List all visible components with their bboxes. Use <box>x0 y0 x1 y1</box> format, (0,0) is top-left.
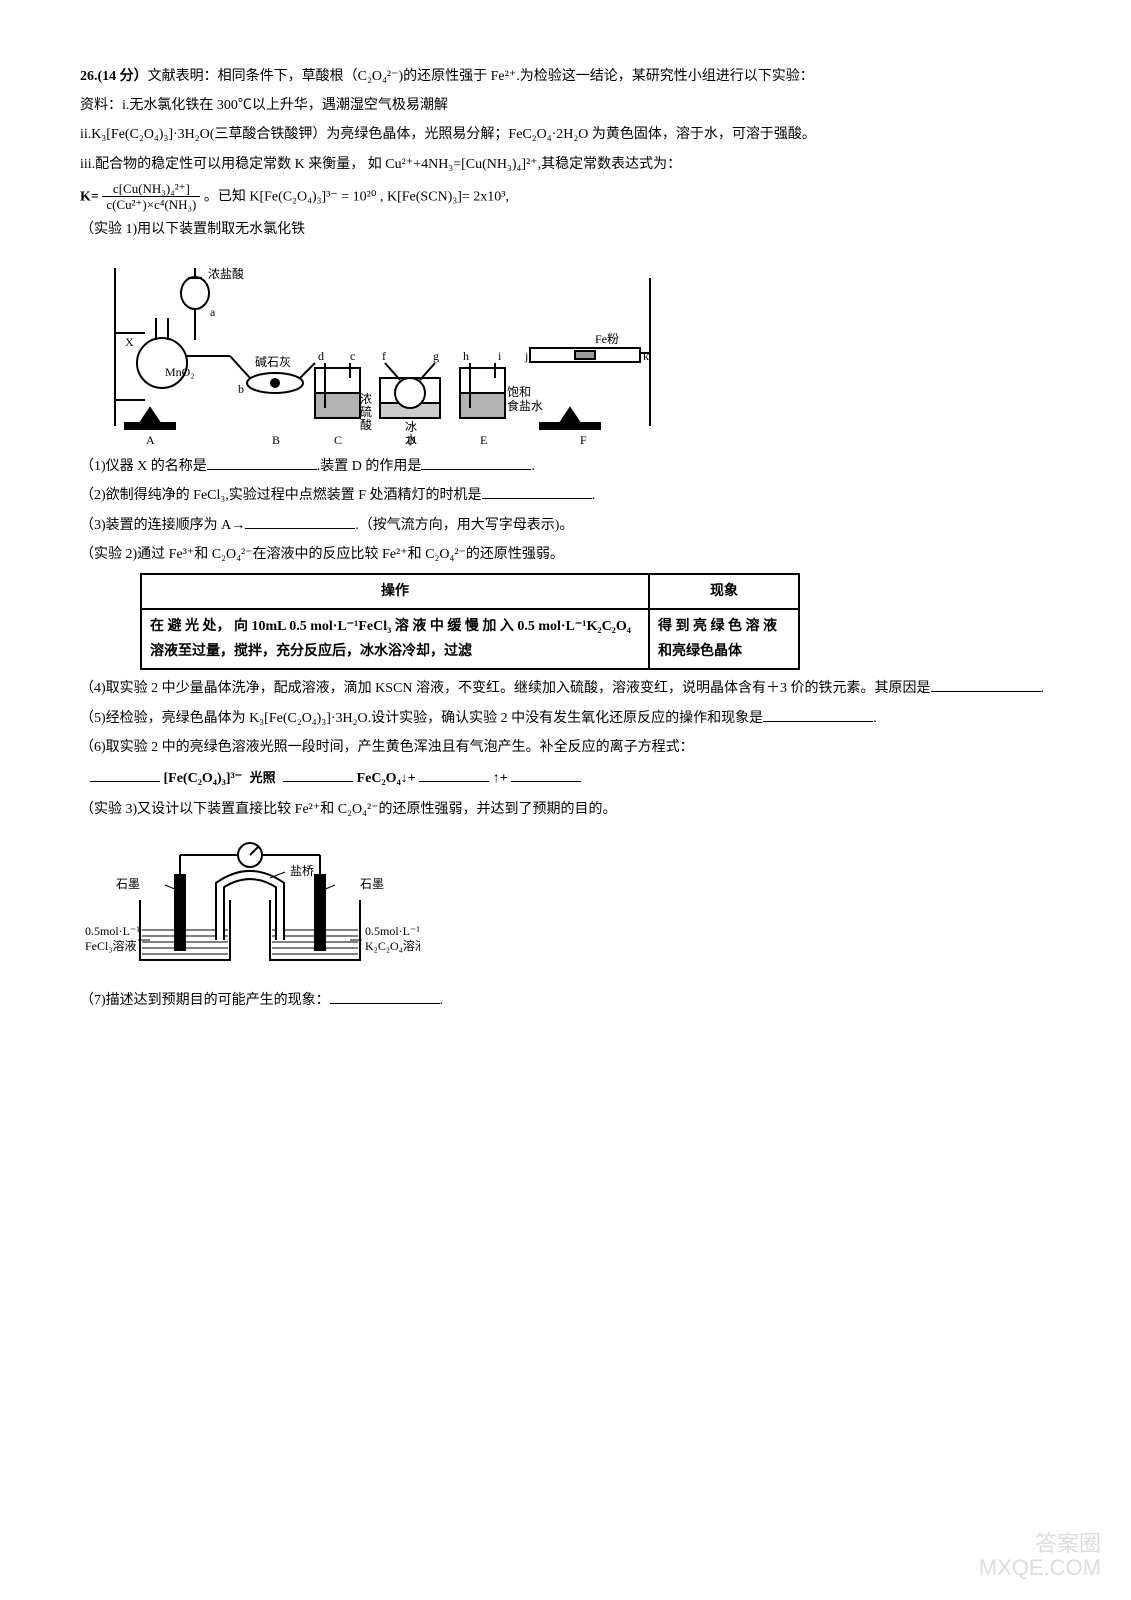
svg-text:K₂C₂O₄溶液: K₂C₂O₄溶液 <box>365 938 420 953</box>
svg-text:碱石灰: 碱石灰 <box>255 355 291 369</box>
resource-iii-a: iii.配合物的稳定性可以用稳定常数 K 来衡量， 如 Cu²⁺+4NH₃=[C… <box>80 152 1051 177</box>
svg-text:0.5mol·L⁻¹: 0.5mol·L⁻¹ <box>85 924 140 938</box>
svg-text:X: X <box>125 335 134 349</box>
p3-text: （3)装置的连接顺序为 A→ <box>80 518 245 533</box>
p5-text: （5)经检验，亮绿色晶体为 K₃[Fe(C₂O₄)₃]·3H₂O.设计实验，确认… <box>80 711 763 726</box>
question-intro: 26.(14 分）文献表明：相同条件下，草酸根（C₂O₄²⁻)的还原性强于 Fe… <box>80 64 1051 89</box>
p2-text: （2)欲制得纯净的 FeCl₃,实验过程中点燃装置 F 处酒精灯的时机是 <box>80 488 482 503</box>
svg-text:食盐水: 食盐水 <box>507 398 543 413</box>
blank-1a[interactable] <box>207 455 317 470</box>
experiment-3-label: （实验 3)又设计以下装置直接比较 Fe²⁺和 C₂O₄²⁻的还原性强弱，并达到… <box>80 797 1051 822</box>
light-arrow: 光照 <box>250 766 276 789</box>
part-1: （1)仪器 X 的名称是.装置 D 的作用是. <box>80 454 1051 479</box>
intro-text: 文献表明：相同条件下，草酸根（C₂O₄²⁻)的还原性强于 Fe²⁺.为检验这一结… <box>148 69 814 84</box>
svg-text:盐桥: 盐桥 <box>290 864 314 878</box>
blank-7[interactable] <box>330 989 440 1004</box>
blank-5[interactable] <box>763 707 873 722</box>
cell-diagram: 石墨 石墨 盐桥 0.5mol·L⁻¹ FeCl₃溶液 0.5mol·L⁻¹ K… <box>80 830 1051 980</box>
blank-6b[interactable] <box>283 767 353 782</box>
part-6: （6)取实验 2 中的亮绿色溶液光照一段时间，产生黄色浑浊且有气泡产生。补全反应… <box>80 735 1051 760</box>
svg-text:硫: 硫 <box>360 404 372 419</box>
question-number: 26.(14 分） <box>80 69 148 84</box>
p3b-text: .（按气流方向，用大写字母表示)。 <box>355 518 573 533</box>
resource-i: 资料：i.无水氯化铁在 300℃以上升华，遇潮湿空气极易潮解 <box>80 93 1051 118</box>
svg-text:石墨: 石墨 <box>116 877 140 891</box>
svg-text:b: b <box>238 382 244 396</box>
svg-text:F: F <box>580 433 587 447</box>
svg-text:酸: 酸 <box>360 417 372 432</box>
blank-6a[interactable] <box>90 767 160 782</box>
p1b-text: .装置 D 的作用是 <box>317 459 422 474</box>
table-head-phenom: 现象 <box>649 574 799 609</box>
svg-text:k: k <box>643 349 649 363</box>
watermark: 答案圈 MXQE.COM <box>979 1532 1101 1580</box>
svg-text:浓: 浓 <box>360 392 372 406</box>
svg-text:a: a <box>210 305 216 319</box>
svg-text:g: g <box>433 349 439 363</box>
watermark-line2: MXQE.COM <box>979 1556 1101 1580</box>
svg-text:饱和: 饱和 <box>507 384 531 399</box>
eq-reactant: [Fe(C₂O₄)₃]³⁻ <box>164 771 243 786</box>
blank-2[interactable] <box>482 484 592 499</box>
svg-text:B: B <box>272 433 280 447</box>
part-7: （7)描述达到预期目的可能产生的现象：. <box>80 988 1051 1013</box>
blank-6c[interactable] <box>419 767 489 782</box>
svg-text:C: C <box>334 433 342 447</box>
blank-3[interactable] <box>245 514 355 529</box>
svg-text:MnO₂: MnO₂ <box>165 365 195 379</box>
svg-text:d: d <box>318 349 324 363</box>
blank-4[interactable] <box>931 677 1041 692</box>
svg-text:浓盐酸: 浓盐酸 <box>208 266 244 281</box>
k-eq-label: K= <box>80 189 99 204</box>
fraction-den: c(Cu²⁺)×c⁴(NH₃) <box>102 197 200 213</box>
svg-text:Fe粉: Fe粉 <box>595 332 619 346</box>
k-equation-line: K= c[Cu(NH₃)₄²⁺] c(Cu²⁺)×c⁴(NH₃) 。已知 K[F… <box>80 181 1051 213</box>
part-5: （5)经检验，亮绿色晶体为 K₃[Fe(C₂O₄)₃]·3H₂O.设计实验，确认… <box>80 706 1051 731</box>
k-values: 。已知 K[Fe(C₂O₄)₃]³⁻ = 10²⁰ , K[Fe(SCN)₃]=… <box>204 189 509 204</box>
eq-product-2: ↑+ <box>493 771 508 786</box>
svg-text:h: h <box>463 349 469 363</box>
blank-1b[interactable] <box>421 455 531 470</box>
table-cell-phenom: 得 到 亮 绿 色 溶 液 和亮绿色晶体 <box>649 609 799 669</box>
svg-text:j: j <box>524 349 528 363</box>
svg-text:E: E <box>480 433 487 447</box>
blank-6d[interactable] <box>511 767 581 782</box>
table-head-op: 操作 <box>141 574 649 609</box>
eq-product-1: FeC₂O₄↓+ <box>357 771 416 786</box>
svg-text:i: i <box>498 349 502 363</box>
light-text: 光照 <box>250 766 276 789</box>
svg-text:D: D <box>407 433 416 447</box>
part-2: （2)欲制得纯净的 FeCl₃,实验过程中点燃装置 F 处酒精灯的时机是. <box>80 483 1051 508</box>
svg-text:冰: 冰 <box>405 420 417 434</box>
svg-text:石墨: 石墨 <box>360 877 384 891</box>
svg-text:FeCl₃溶液: FeCl₃溶液 <box>85 938 137 953</box>
watermark-line1: 答案圈 <box>979 1532 1101 1556</box>
fraction-num: c[Cu(NH₃)₄²⁺] <box>102 181 200 198</box>
part-3: （3)装置的连接顺序为 A→ .（按气流方向，用大写字母表示)。 <box>80 513 1051 538</box>
p7-text: （7)描述达到预期目的可能产生的现象： <box>80 993 330 1008</box>
ionic-equation: [Fe(C₂O₄)₃]³⁻ 光照 FeC₂O₄↓+ ↑+ <box>90 766 1051 791</box>
apparatus-diagram: 浓盐酸 a X MnO₂ 碱石灰 b c d 浓硫酸 f g 冰水 h i 饱和… <box>100 248 1051 448</box>
resource-ii: ii.K₃[Fe(C₂O₄)₃]·3H₂O(三草酸合铁酸钾）为亮绿色晶体，光照易… <box>80 122 1051 147</box>
p1-text: （1)仪器 X 的名称是 <box>80 459 207 474</box>
part-4: （4)取实验 2 中少量晶体洗净，配成溶液，滴加 KSCN 溶液，不变红。继续加… <box>80 676 1051 701</box>
svg-text:A: A <box>146 433 155 447</box>
svg-text:f: f <box>382 349 386 363</box>
experiment-table: 操作 现象 在 避 光 处， 向 10mL 0.5 mol·L⁻¹FeCl₃ 溶… <box>140 573 800 671</box>
svg-text:c: c <box>350 349 355 363</box>
experiment-1-label: （实验 1)用以下装置制取无水氯化铁 <box>80 217 1051 242</box>
fraction: c[Cu(NH₃)₄²⁺] c(Cu²⁺)×c⁴(NH₃) <box>102 181 200 213</box>
p4-text: （4)取实验 2 中少量晶体洗净，配成溶液，滴加 KSCN 溶液，不变红。继续加… <box>80 681 931 696</box>
table-cell-op: 在 避 光 处， 向 10mL 0.5 mol·L⁻¹FeCl₃ 溶 液 中 缓… <box>141 609 649 669</box>
svg-text:0.5mol·L⁻¹: 0.5mol·L⁻¹ <box>365 924 420 938</box>
experiment-2-label: （实验 2)通过 Fe³⁺和 C₂O₄²⁻在溶液中的反应比较 Fe²⁺和 C₂O… <box>80 542 1051 567</box>
